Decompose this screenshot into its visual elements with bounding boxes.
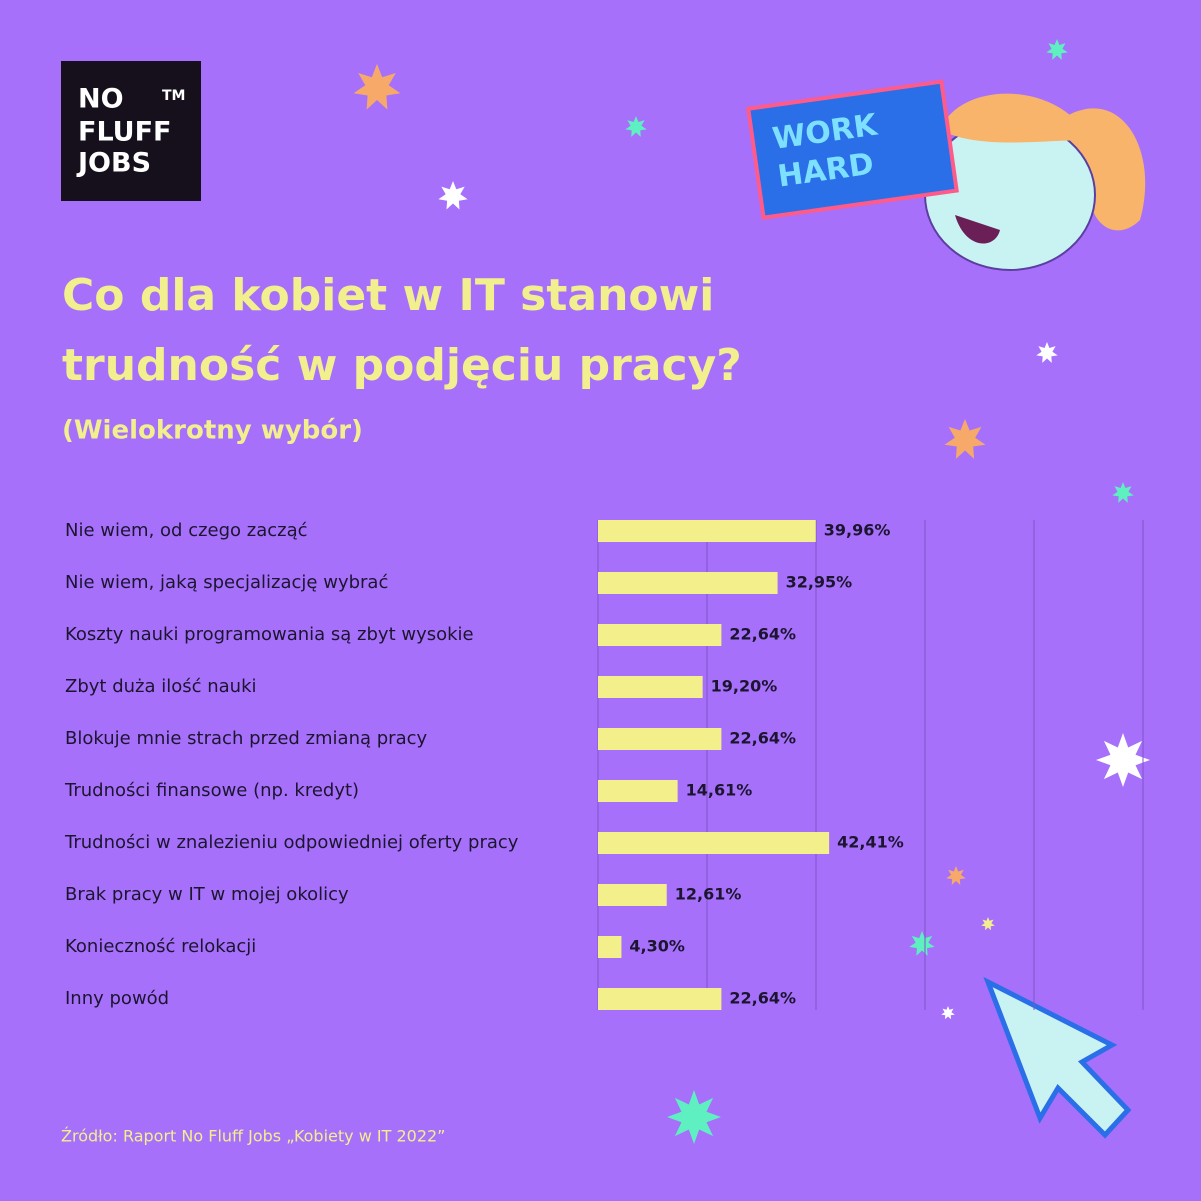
bar (598, 572, 778, 594)
star (946, 866, 966, 885)
logo-text: FLUFF (78, 117, 172, 148)
bar (598, 936, 622, 958)
star (909, 931, 935, 956)
star (438, 181, 468, 210)
chart-title: Co dla kobiet w IT stanowi (62, 270, 714, 321)
logo-text: JOBS (76, 148, 151, 179)
star (941, 1006, 955, 1020)
bar (598, 676, 703, 698)
category-label: Zbyt duża ilość nauki (65, 676, 257, 697)
category-label: Brak pracy w IT w mojej okolicy (65, 884, 349, 905)
logo-tm: TM (162, 88, 185, 104)
star (1112, 482, 1134, 503)
category-label: Trudności finansowe (np. kredyt) (64, 780, 359, 801)
bar (598, 988, 722, 1010)
value-label: 22,64% (729, 625, 796, 644)
value-label: 12,61% (675, 885, 742, 904)
badge: WORK HARD (746, 79, 959, 220)
cursor (983, 976, 1132, 1139)
star (1046, 39, 1068, 60)
category-label: Inny powód (65, 988, 169, 1009)
category-label: Trudności w znalezieniu odpowiedniej ofe… (64, 832, 519, 853)
bar (598, 520, 816, 542)
value-label: 22,64% (729, 989, 796, 1008)
category-label: Blokuje mnie strach przed zmianą pracy (65, 728, 427, 749)
bar (598, 884, 667, 906)
value-label: 14,61% (686, 781, 753, 800)
bar (598, 780, 678, 802)
value-label: 32,95% (786, 573, 853, 592)
category-label: Nie wiem, jaką specjalizację wybrać (65, 572, 388, 593)
star (667, 1090, 721, 1144)
category-label: Konieczność relokacji (65, 936, 256, 957)
value-label: 4,30% (629, 937, 685, 956)
source: Źródło: Raport No Fluff Jobs „Kobiety w … (61, 1127, 445, 1146)
star (1036, 342, 1058, 363)
bar (598, 832, 830, 854)
star (353, 64, 401, 110)
star (981, 917, 995, 931)
chart-title: trudność w podjęciu pracy? (62, 340, 742, 391)
star (944, 419, 986, 459)
bar (598, 728, 722, 750)
category-label: Nie wiem, od czego zacząć (65, 520, 308, 541)
value-label: 42,41% (837, 833, 904, 852)
bar (598, 624, 722, 646)
character (924, 93, 1146, 271)
category-label: Koszty nauki programowania są zbyt wysok… (65, 624, 474, 645)
chart-subtitle: (Wielokrotny wybór) (62, 416, 363, 446)
star (1096, 733, 1150, 787)
value-label: 19,20% (711, 677, 778, 696)
value-label: 22,64% (729, 729, 796, 748)
value-label: 39,96% (824, 521, 891, 540)
logo-box (61, 61, 201, 201)
logo-text: NO (78, 84, 124, 115)
star (625, 116, 647, 137)
